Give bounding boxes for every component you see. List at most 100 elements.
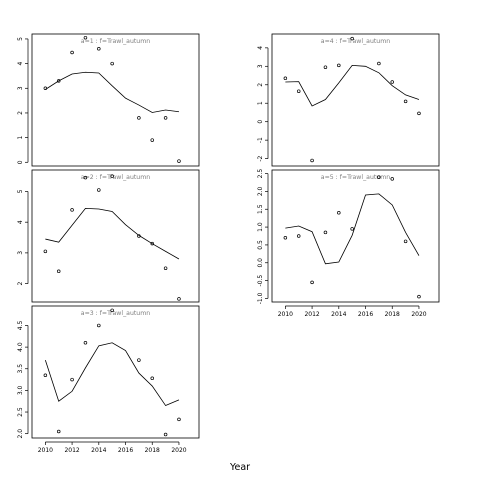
y-tick-label: 1.0 <box>257 222 264 232</box>
x-tick-label: 2020 <box>171 447 186 454</box>
data-point <box>56 269 61 274</box>
data-point <box>43 249 48 254</box>
data-point <box>97 323 101 328</box>
y-tick-label: 1.5 <box>257 204 264 214</box>
data-point <box>43 373 48 377</box>
plot-frame <box>31 169 200 303</box>
panel-title: a=5 : f=Trawl_autumn <box>321 174 390 181</box>
y-tick-label: -1 <box>257 137 264 143</box>
fitted-line <box>285 193 420 265</box>
panel-3: 2.0 2.5 3.0 3.5 4.0 4.5 2010 2012 2014 2016 2018 20… <box>17 305 200 454</box>
data-point <box>97 47 101 51</box>
fitted-line <box>44 342 180 407</box>
panel-title: a=3 : f=Trawl_autumn <box>81 310 150 317</box>
data-point <box>417 294 421 299</box>
x-tick-label: 2010 <box>278 311 293 318</box>
fitted-line <box>285 64 420 107</box>
y-tick-label: 3 <box>257 64 264 68</box>
panel-title: a=2 : f=Trawl_autumn <box>81 174 150 181</box>
panel-2: 2 3 4 5 a=2 : f=Trawl_autumn <box>17 169 200 303</box>
y-tick-label: 2.0 <box>17 429 24 439</box>
y-tick-label: 3.0 <box>17 385 24 395</box>
y-tick-label: -0.5 <box>257 275 264 287</box>
panel-5: -1.0 -0.5 0.0 0.5 1.0 1.5 2.0 2.5 2010 2012 2014 20… <box>257 169 440 318</box>
x-tick-label: 2016 <box>358 311 373 318</box>
data-point <box>403 239 408 244</box>
panel-4: -2 -1 0 1 2 3 4 a=4 : f=Trawl_autumn <box>257 33 440 167</box>
y-tick-label: 5 <box>17 189 24 193</box>
data-point <box>177 417 181 422</box>
data-point <box>377 61 381 66</box>
data-point <box>296 234 301 238</box>
plot-frame <box>31 305 200 439</box>
data-point <box>377 175 381 179</box>
data-point <box>83 35 88 40</box>
panel-title: a=1 : f=Trawl_autumn <box>81 38 150 45</box>
y-tick-label: 4 <box>17 62 24 66</box>
data-point <box>150 376 154 381</box>
data-point <box>163 432 168 437</box>
y-tick-label: 2 <box>17 111 24 115</box>
x-tick-label: 2018 <box>145 447 160 454</box>
x-tick-label: 2020 <box>411 311 426 318</box>
y-tick-label: 4 <box>257 46 264 50</box>
data-point <box>296 89 301 93</box>
data-point <box>310 280 314 285</box>
panel-1: 0 1 2 3 4 5 a=1 : f=Trawl_autumn <box>17 33 200 167</box>
data-point <box>310 158 314 163</box>
data-point <box>150 241 154 246</box>
data-point <box>137 234 141 238</box>
y-tick-label: 4.5 <box>17 321 24 331</box>
y-tick-label: 0 <box>17 160 24 164</box>
x-tick-label: 2018 <box>385 311 400 318</box>
y-tick-label: 4.0 <box>17 342 24 352</box>
y-tick-label: 1 <box>17 136 24 140</box>
data-point <box>70 377 74 382</box>
x-tick-label: 2010 <box>38 447 53 454</box>
data-point <box>110 61 114 66</box>
data-point <box>70 50 74 55</box>
x-tick-label: 2014 <box>331 311 346 318</box>
y-tick-label: 1 <box>257 101 264 105</box>
plot-frame <box>31 33 200 167</box>
data-point <box>283 76 288 81</box>
x-tick-label: 2012 <box>64 447 79 454</box>
y-tick-label: 2 <box>257 83 264 87</box>
data-point <box>177 297 181 301</box>
data-point <box>97 188 101 192</box>
data-point <box>337 211 341 215</box>
data-point <box>137 358 141 362</box>
data-point <box>83 175 88 180</box>
data-point <box>403 99 408 104</box>
data-point <box>323 65 328 69</box>
y-tick-label: -2 <box>257 155 264 161</box>
y-tick-label: 2.5 <box>17 407 24 417</box>
data-point <box>163 266 168 270</box>
data-point <box>323 230 328 235</box>
y-tick-label: 0 <box>257 120 264 124</box>
y-tick-label: 5 <box>17 37 24 41</box>
fitted-line <box>45 71 180 113</box>
y-tick-label: 4 <box>17 220 24 224</box>
data-point <box>137 116 141 120</box>
x-tick-label: 2016 <box>118 447 133 454</box>
data-point <box>283 236 288 240</box>
data-point <box>110 174 114 178</box>
data-point <box>110 308 114 313</box>
y-tick-label: 3 <box>17 86 24 90</box>
data-point <box>337 63 341 68</box>
data-point <box>56 429 61 434</box>
data-point <box>163 116 168 120</box>
data-point <box>43 86 48 91</box>
y-tick-label: 2.5 <box>257 169 264 179</box>
y-tick-label: 0.0 <box>257 258 264 268</box>
data-point <box>150 138 154 142</box>
data-point <box>417 111 421 116</box>
panel-title: a=4 : f=Trawl_autumn <box>321 38 390 45</box>
y-tick-label: 2 <box>17 281 24 285</box>
plot-frame <box>271 169 440 303</box>
x-axis-title: Year <box>229 462 250 473</box>
x-tick-label: 2012 <box>304 311 319 318</box>
data-point <box>83 341 88 345</box>
